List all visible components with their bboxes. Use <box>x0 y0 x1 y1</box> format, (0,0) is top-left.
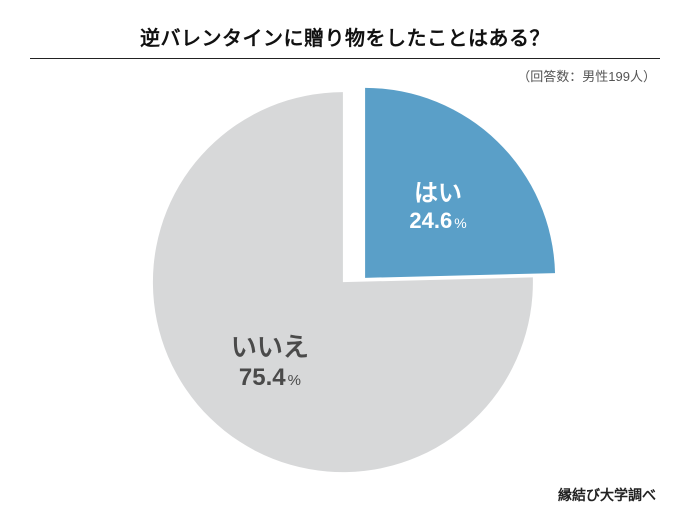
chart-title: 逆バレンタインに贈り物をしたことはある？ <box>0 22 690 51</box>
title-underline <box>30 58 660 59</box>
pie-slice-yes <box>365 88 555 278</box>
source-credit: 縁結び大学調べ <box>558 485 656 505</box>
chart-frame: 逆バレンタインに贈り物をしたことはある？ （回答数：男性199人） はい24.6… <box>0 0 690 523</box>
pie-chart: はい24.6%いいえ75.4% <box>0 80 690 480</box>
